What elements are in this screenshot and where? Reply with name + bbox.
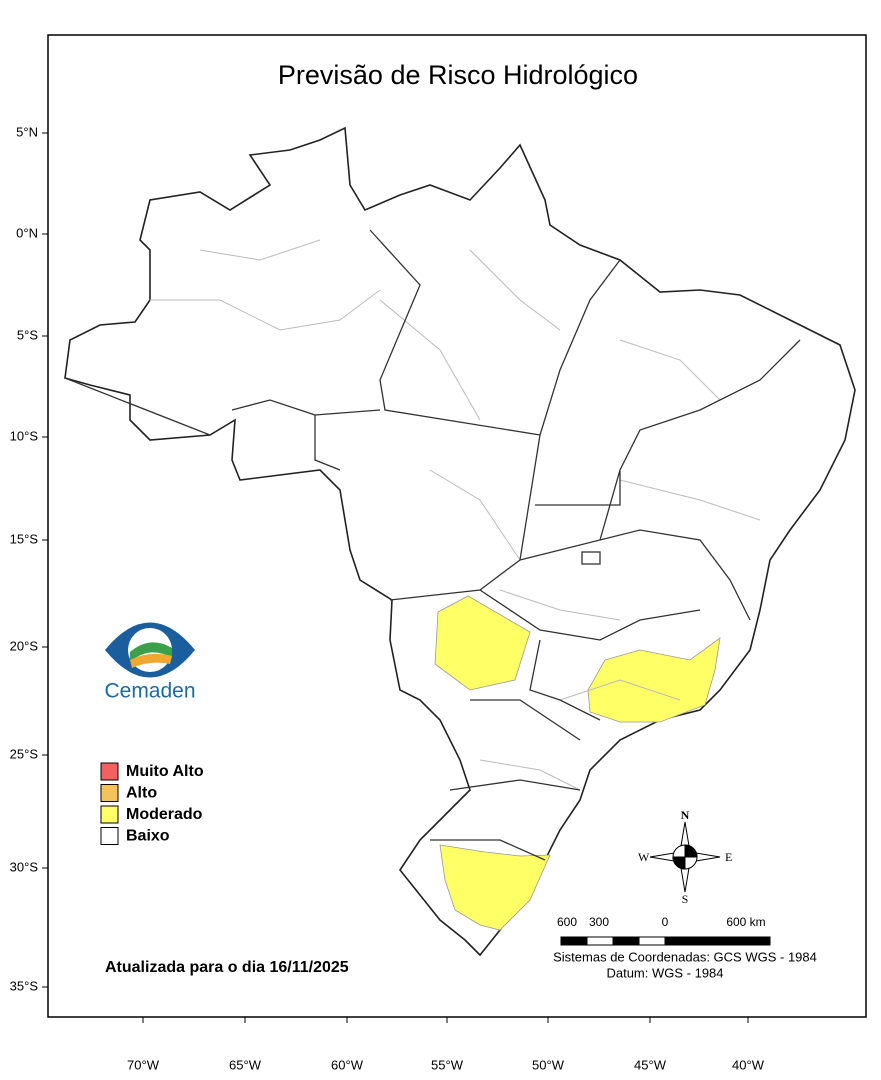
lat-label: 30°S — [10, 859, 39, 874]
axes: 5°N 0°N 5°S 10°S 15°S 20°S 25°S 30°S 35°S 70°W 65°… — [10, 124, 765, 1072]
lon-label: 45°W — [634, 1057, 667, 1072]
lon-label: 40°W — [732, 1057, 765, 1072]
federal-district — [581, 551, 601, 565]
lat-label: 5°S — [17, 327, 38, 342]
lat-label: 25°S — [10, 746, 39, 761]
legend-swatch — [100, 762, 119, 781]
compass-n: N — [681, 808, 690, 822]
lat-label: 20°S — [10, 638, 39, 653]
risk-area-moderate — [587, 637, 721, 723]
country-outline — [64, 126, 856, 957]
lat-label: 10°S — [10, 428, 39, 443]
coordinate-system: Sistemas de Coordenadas: GCS WGS - 1984 — [553, 949, 817, 964]
state-borders — [64, 229, 801, 861]
legend-swatch — [100, 805, 119, 824]
legend-label: Muito Alto — [126, 763, 204, 780]
scale-label: 600 km — [726, 915, 765, 929]
scale-bar-segment — [560, 936, 588, 946]
lon-label: 55°W — [431, 1057, 464, 1072]
logo-text: Cemaden — [104, 680, 195, 703]
scale-label: 300 — [589, 915, 609, 929]
compass — [649, 821, 721, 893]
lon-label: 60°W — [331, 1057, 364, 1072]
compass-fill — [672, 844, 698, 870]
lat-label: 5°N — [16, 124, 38, 139]
legend-label: Moderado — [126, 806, 203, 823]
legend-swatch — [100, 784, 119, 802]
lon-label: 70°W — [127, 1057, 160, 1072]
lat-label: 0°N — [16, 225, 38, 240]
scale-bar-segment — [664, 936, 771, 946]
basin-lines — [150, 239, 761, 791]
lon-label: 50°W — [532, 1057, 565, 1072]
compass-e: E — [725, 850, 732, 864]
logo: Cemaden — [104, 622, 196, 703]
lon-label: 65°W — [229, 1057, 262, 1072]
risk-area-moderate — [434, 595, 531, 691]
compass-w: W — [638, 850, 650, 864]
logo-band — [130, 642, 172, 662]
scale-labels: 600 300 0 600 km — [557, 915, 766, 929]
legend: Muito Alto Alto Moderado Baixo — [100, 762, 204, 845]
legend-label: Alto — [126, 785, 157, 802]
scale-bar — [560, 936, 771, 946]
map-title: Previsão de Risco Hidrológico — [278, 60, 638, 90]
scale-bar-segment — [612, 936, 640, 946]
scale-label: 600 — [557, 915, 577, 929]
compass-s: S — [682, 892, 689, 906]
legend-label: Baixo — [126, 828, 170, 845]
datum: Datum: WGS - 1984 — [606, 965, 723, 980]
scale-label: 0 — [662, 915, 669, 929]
risk-area-moderate — [439, 844, 551, 931]
legend-swatch — [100, 827, 119, 845]
update-note: Atualizada para o dia 16/11/2025 — [105, 959, 349, 976]
logo-band — [130, 653, 172, 668]
lat-label: 15°S — [10, 531, 39, 546]
lat-label: 35°S — [10, 978, 39, 993]
